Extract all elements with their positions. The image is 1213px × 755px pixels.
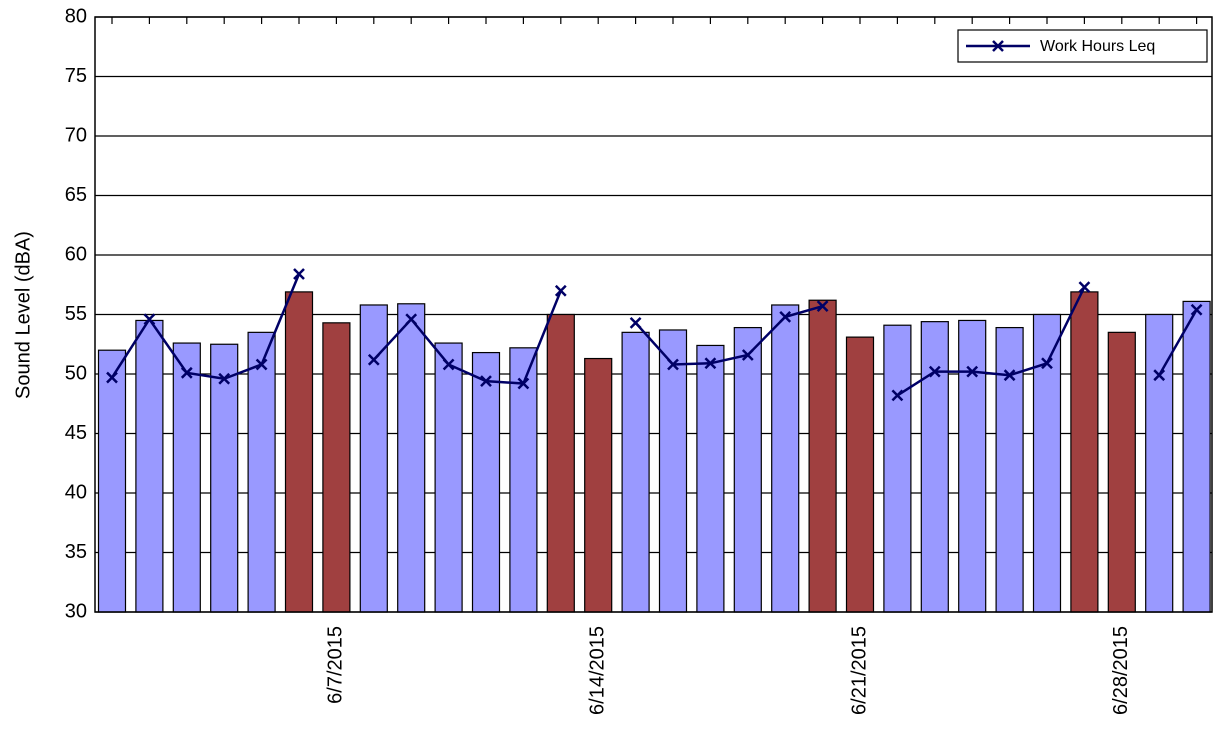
legend-label: Work Hours Leq xyxy=(1040,38,1155,55)
marker xyxy=(1153,369,1166,382)
marker xyxy=(106,371,118,384)
marker xyxy=(966,365,979,378)
marker xyxy=(1041,357,1053,370)
y-tick-label: 35 xyxy=(65,541,87,563)
marker xyxy=(779,310,792,323)
marker xyxy=(480,375,492,388)
marker xyxy=(667,358,679,371)
bar xyxy=(247,331,276,613)
bar xyxy=(658,329,688,613)
bar xyxy=(1145,313,1174,613)
bar xyxy=(920,321,949,613)
marker xyxy=(405,313,418,326)
bar xyxy=(845,336,875,613)
x-tick-label: 6/14/2015 xyxy=(586,626,608,715)
bar xyxy=(471,351,501,613)
x-tick-label: 6/7/2015 xyxy=(325,626,347,704)
y-tick-label: 55 xyxy=(65,303,87,325)
marker xyxy=(1078,281,1091,294)
line xyxy=(110,273,1198,397)
x-tick-label: 6/28/2015 xyxy=(1110,626,1132,715)
bar xyxy=(509,347,538,613)
x-tick-label: 6/21/2015 xyxy=(848,626,870,715)
marker xyxy=(554,284,567,297)
bar xyxy=(172,342,201,613)
bar xyxy=(284,291,314,613)
y-tick-label: 80 xyxy=(65,5,87,27)
bar xyxy=(1182,300,1211,613)
marker xyxy=(741,349,754,361)
y-tick-label: 50 xyxy=(65,362,87,384)
marker xyxy=(293,268,305,280)
marker xyxy=(629,316,642,329)
marker xyxy=(928,365,941,378)
bar xyxy=(97,349,127,613)
marker xyxy=(1003,369,1016,382)
bar xyxy=(584,357,613,613)
legend-marker xyxy=(992,40,1004,52)
marker xyxy=(1190,303,1203,316)
bar xyxy=(883,324,912,613)
marker xyxy=(180,366,193,379)
marker xyxy=(367,353,380,366)
bar xyxy=(696,344,725,613)
y-tick-label: 30 xyxy=(65,600,87,622)
marker xyxy=(816,300,829,313)
bar xyxy=(733,326,762,613)
bar xyxy=(771,304,800,613)
bar xyxy=(359,304,388,613)
marker xyxy=(218,372,231,385)
marker xyxy=(143,313,156,326)
marker xyxy=(517,377,530,390)
y-tick-label: 65 xyxy=(65,184,87,206)
y-tick-label: 70 xyxy=(65,124,87,146)
y-tick-label: 75 xyxy=(65,65,87,87)
bar xyxy=(1070,291,1099,613)
bar xyxy=(808,299,837,613)
bar xyxy=(1107,331,1136,613)
bar xyxy=(210,343,239,613)
bar xyxy=(1032,313,1062,613)
marker xyxy=(704,357,717,370)
bar xyxy=(958,319,987,613)
marker xyxy=(891,389,904,402)
y-tick-label: 45 xyxy=(65,422,87,444)
y-axis-label: Sound Level (dBA) xyxy=(12,231,34,399)
plot-frame xyxy=(94,16,1213,613)
bar xyxy=(546,313,575,613)
marker xyxy=(442,358,455,371)
bar xyxy=(322,322,351,613)
bar xyxy=(434,342,463,613)
bar xyxy=(995,326,1024,613)
bar xyxy=(397,303,426,613)
bar xyxy=(621,331,650,613)
bar xyxy=(135,319,164,613)
y-tick-label: 40 xyxy=(65,481,87,503)
marker xyxy=(255,358,268,371)
y-tick-label: 60 xyxy=(65,243,87,265)
